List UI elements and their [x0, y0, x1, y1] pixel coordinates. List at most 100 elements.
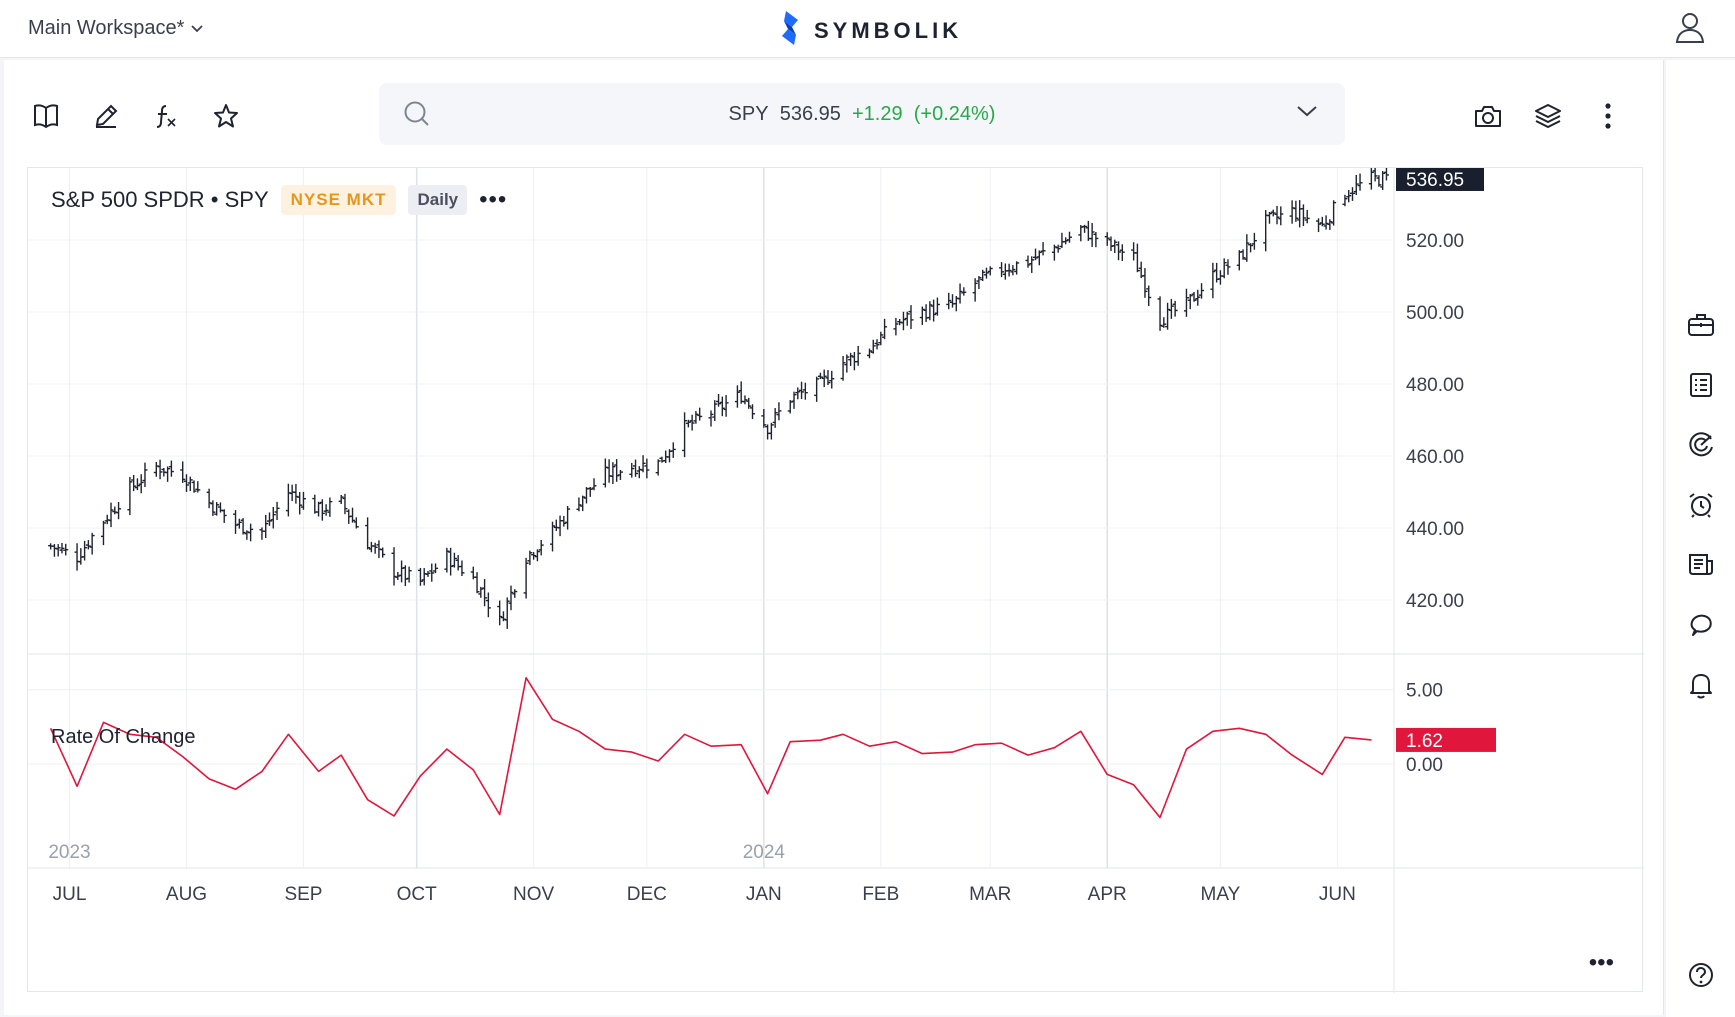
ohlc-bar [1349, 187, 1355, 201]
time-axis-tick-label: MAR [969, 884, 1011, 905]
workspace-selector[interactable]: Main Workspace* [28, 17, 204, 40]
ohlc-bar [761, 408, 767, 428]
ohlc-bar [127, 476, 133, 516]
ohlc-bar [1300, 204, 1306, 227]
kebab-menu-icon[interactable] [1590, 98, 1626, 134]
news-icon[interactable] [1686, 550, 1716, 580]
last-roc-badge [1396, 727, 1496, 752]
ohlc-bar [214, 502, 220, 516]
ohlc-bar [1236, 250, 1242, 271]
ohlc-bar [523, 557, 529, 599]
ohlc-bar [187, 476, 193, 491]
ohlc-bar [448, 547, 454, 576]
ohlc-bar [293, 483, 299, 504]
last-price-label: 536.95 [1406, 170, 1464, 191]
ohlc-bar [708, 410, 714, 427]
ohlc-bar [338, 495, 344, 505]
ohlc-bar [742, 395, 748, 405]
briefcase-icon[interactable] [1686, 310, 1716, 340]
ohlc-bar [614, 459, 620, 482]
chart-svg[interactable]: 420.00 440.00 460.00 480.00 500.00 520.00 0.00… [28, 168, 1644, 993]
star-icon[interactable] [208, 98, 244, 134]
ohlc-bar [1082, 224, 1088, 233]
chart-container[interactable]: 420.00 440.00 460.00 480.00 500.00 520.00 0.00… [27, 167, 1644, 993]
symbol-search-bar[interactable]: SPY 536.95 +1.29 (+0.24%) [379, 83, 1345, 145]
ohlc-bar [270, 506, 276, 529]
ohlc-bar [402, 565, 408, 587]
ohlc-bar [772, 408, 778, 428]
price-axis-tick-label: 420.00 [1406, 591, 1464, 612]
ohlc-bar [527, 550, 533, 566]
ohlc-bar [142, 462, 148, 488]
alarm-clock-icon[interactable] [1686, 490, 1716, 520]
time-axis-tick-label: SEP [284, 884, 322, 905]
chevron-down-icon [190, 17, 204, 40]
ohlc-bar [51, 544, 57, 557]
ohlc-bar [1029, 256, 1035, 273]
ohlc-bar [844, 354, 850, 373]
ohlc-bar [583, 487, 589, 504]
book-icon[interactable] [28, 98, 64, 134]
ohlc-bar [1131, 242, 1137, 261]
ohlc-bar [1319, 216, 1325, 227]
ohlc-bar [444, 547, 450, 573]
ohlc-bar [538, 540, 544, 556]
user-account-icon[interactable] [1675, 12, 1705, 49]
quote-summary: SPY 536.95 +1.29 (+0.24%) [379, 103, 1345, 126]
ohlc-bar [63, 543, 69, 556]
pencil-icon[interactable] [88, 98, 124, 134]
help-icon[interactable] [1686, 960, 1716, 990]
chart-legend: S&P 500 SPDR • SPY NYSE MKT Daily ••• [51, 185, 507, 215]
ohlc-bar [870, 339, 876, 354]
legend-more-button[interactable]: ••• [479, 186, 508, 213]
price-axis-tick-label: 520.00 [1406, 231, 1464, 252]
list-icon[interactable] [1686, 370, 1716, 400]
ohlc-bar [300, 491, 306, 510]
ohlc-bar [919, 306, 925, 325]
ohlc-bar [689, 414, 695, 431]
ohlc-bar [497, 600, 503, 626]
layers-icon[interactable] [1530, 98, 1566, 134]
function-icon[interactable] [148, 98, 184, 134]
time-axis-tick-label: FEB [862, 884, 899, 905]
ohlc-bar [1168, 298, 1174, 319]
year-label: 2024 [743, 842, 786, 863]
radar-icon[interactable] [1686, 430, 1716, 460]
camera-icon[interactable] [1470, 98, 1506, 134]
ohlc-bar [1116, 241, 1122, 261]
bell-icon[interactable] [1686, 670, 1716, 700]
ohlc-bar [693, 411, 699, 424]
ohlc-bar [931, 299, 937, 322]
ohlc-bar [316, 501, 322, 517]
axis-more-button[interactable]: ••• [1588, 949, 1614, 976]
ohlc-bar [904, 311, 910, 326]
ohlc-bar [840, 356, 846, 381]
ohlc-bar [531, 552, 537, 560]
ohlc-bar [421, 568, 427, 586]
ohlc-bar [825, 370, 831, 386]
chat-icon[interactable] [1686, 610, 1716, 640]
ohlc-bar [131, 475, 137, 492]
instrument-name: S&P 500 SPDR • SPY [51, 187, 269, 212]
ohlc-bar [210, 500, 216, 516]
quote-symbol: SPY [728, 103, 769, 125]
ohlc-bar [380, 547, 386, 558]
ohlc-bar [274, 501, 280, 521]
ohlc-bar [153, 462, 159, 477]
ohlc-bar [263, 514, 269, 539]
ohlc-bar [1316, 218, 1322, 233]
interval-badge[interactable]: Daily [408, 185, 468, 215]
ohlc-bar [168, 460, 174, 477]
ohlc-bar [82, 540, 88, 561]
right-sidebar [1666, 60, 1735, 1017]
ohlc-bar [1191, 292, 1197, 302]
ohlc-bar [451, 552, 457, 568]
ohlc-bar [946, 292, 952, 310]
ohlc-bar [59, 542, 65, 554]
ohlc-bar [961, 287, 967, 296]
ohlc-bar [682, 412, 688, 458]
ohlc-bar [1353, 174, 1359, 196]
ohlc-bar [1293, 200, 1299, 222]
ohlc-bar [455, 555, 461, 571]
ohlc-bar [776, 402, 782, 421]
